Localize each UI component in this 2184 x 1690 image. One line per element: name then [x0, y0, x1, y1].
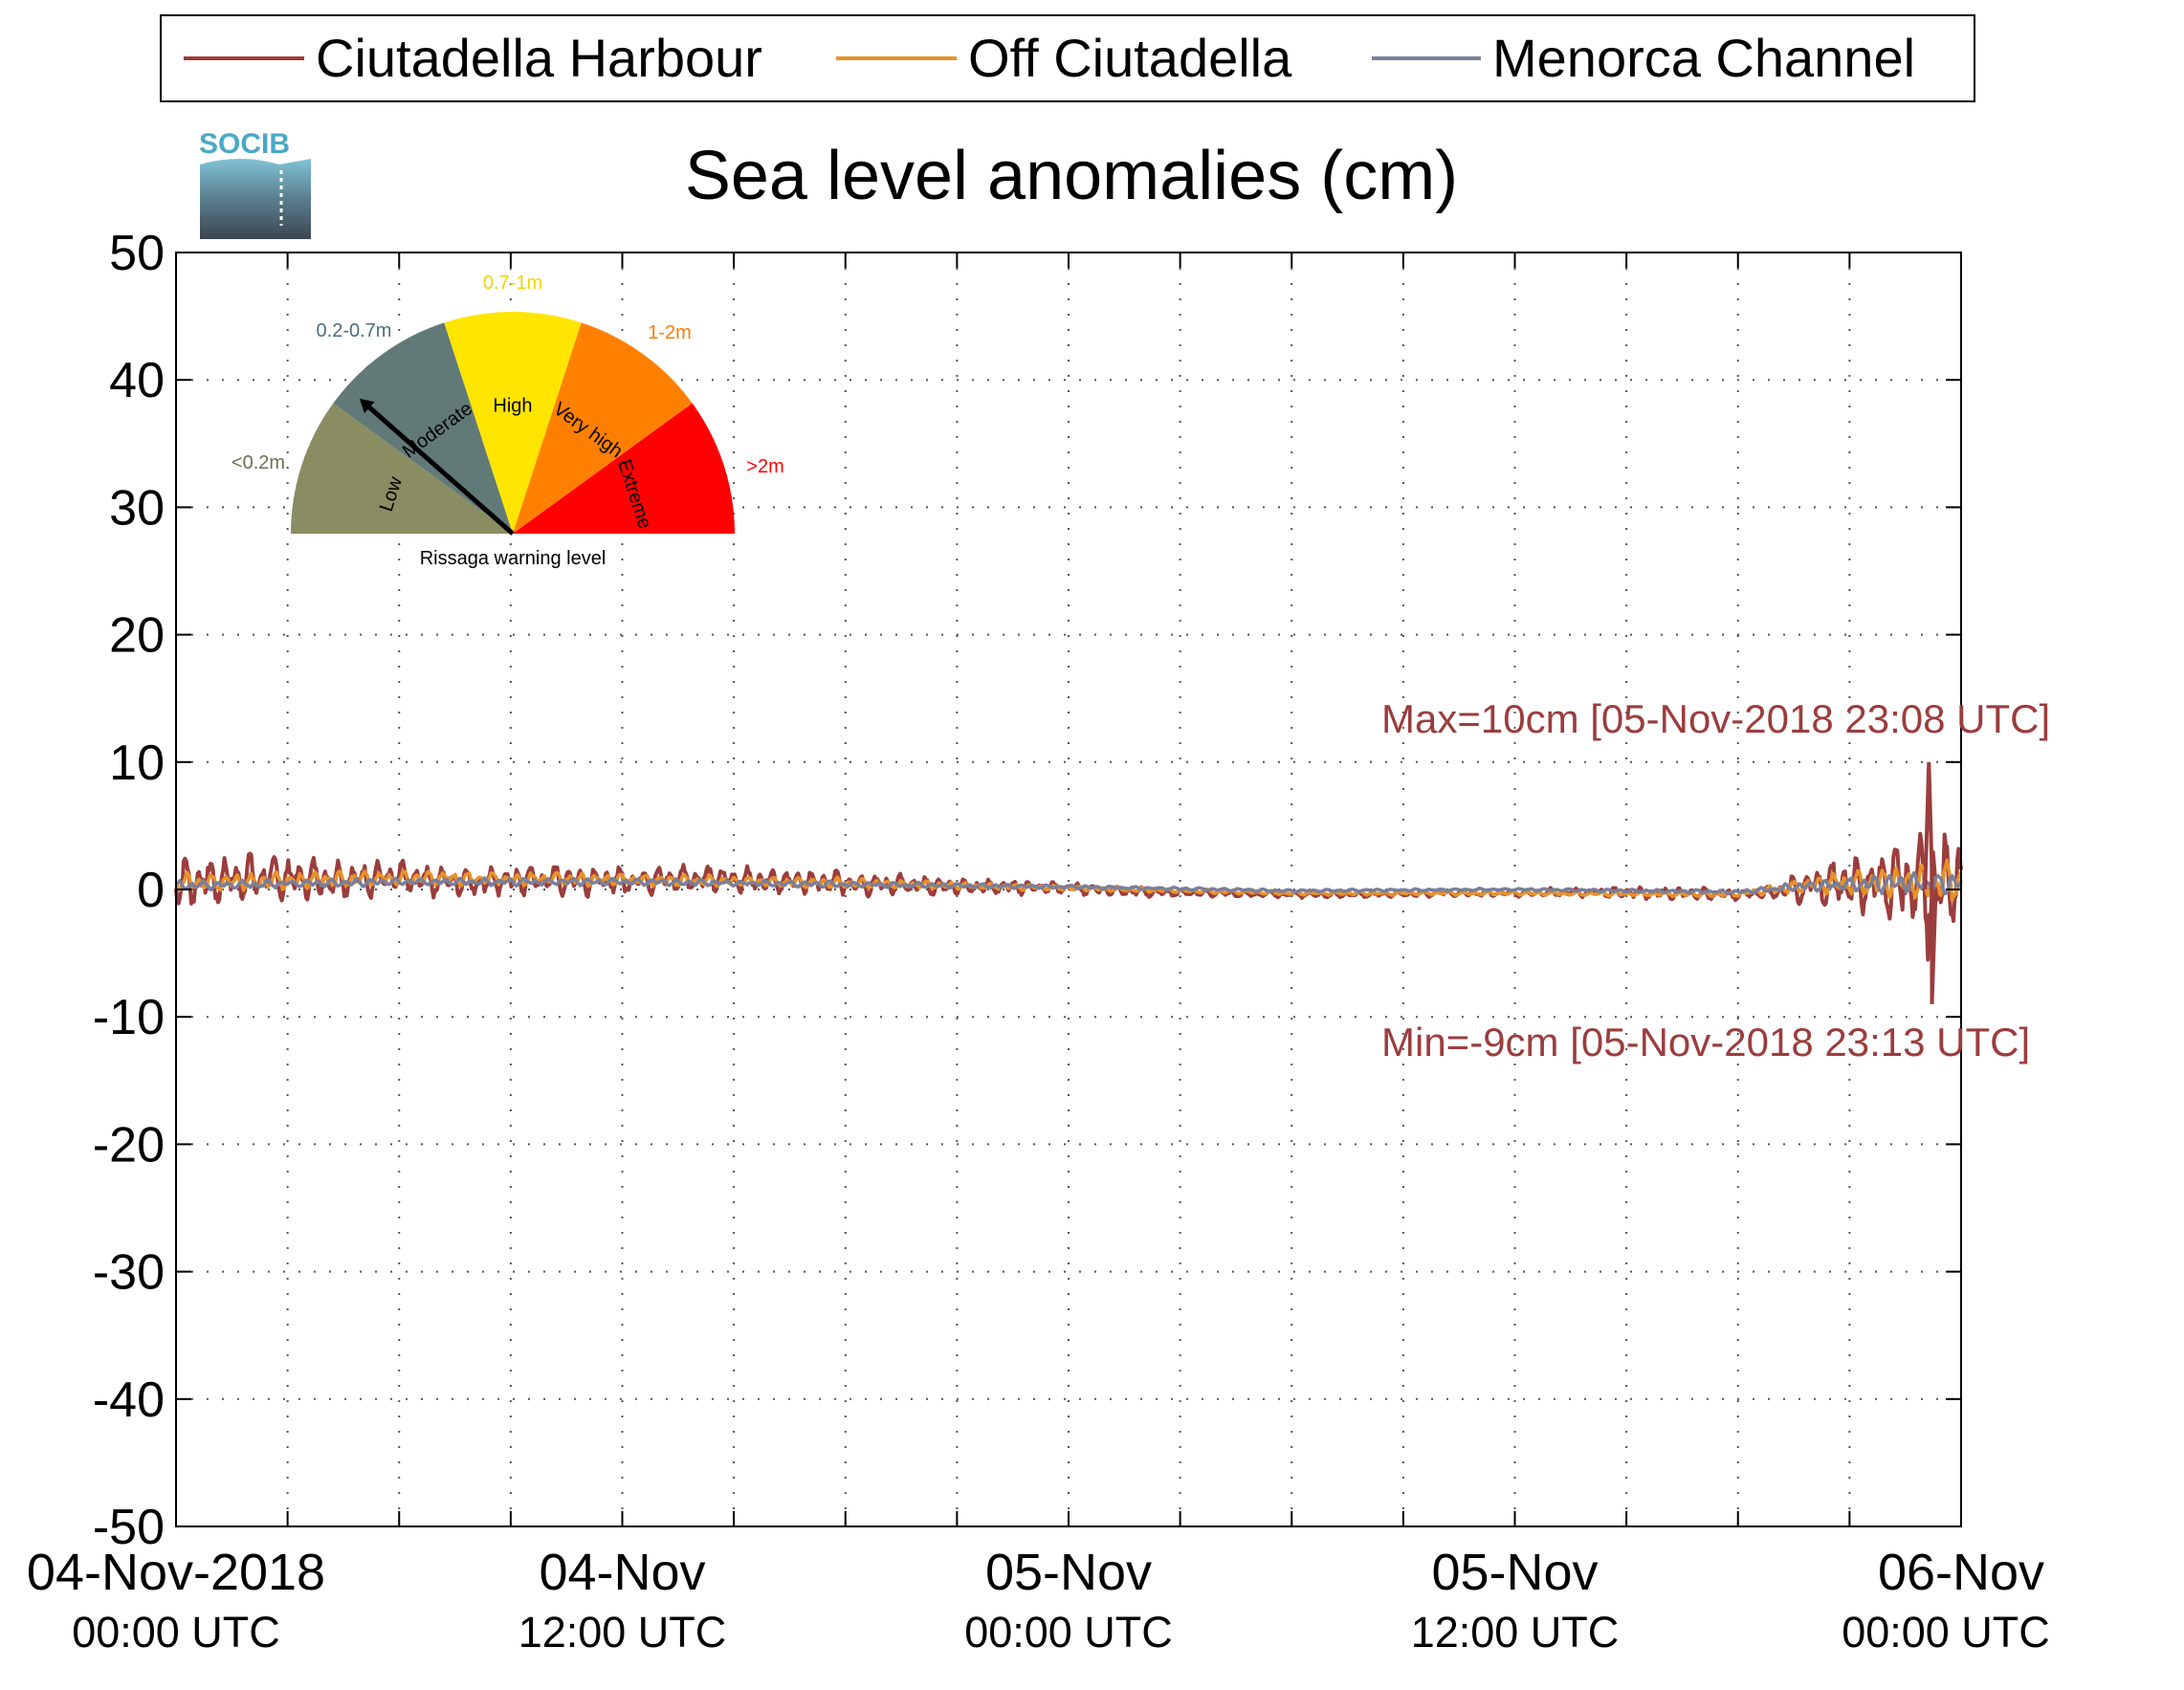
- gauge-segment: [333, 322, 513, 534]
- legend-item-menorca-channel: Menorca Channel: [1372, 28, 1915, 88]
- y-tick-label: 20: [109, 608, 165, 664]
- gauge-segment-label: High: [493, 395, 532, 416]
- x-tick-sublabel: 12:00 UTC: [518, 1608, 727, 1657]
- series-layer: [174, 761, 1963, 1004]
- gauge-segment: [513, 322, 693, 534]
- x-tick-label: 04-Nov-2018: [27, 1544, 325, 1601]
- legend-label-ciutadella-harbour: Ciutadella Harbour: [316, 28, 762, 88]
- gauge-segment: [513, 403, 735, 534]
- y-tick-label: -30: [93, 1245, 165, 1301]
- gauge-range-label: <0.2m: [232, 452, 285, 473]
- x-tick-label: 05-Nov: [985, 1544, 1152, 1601]
- gauge-caption: Rissaga warning level: [420, 548, 607, 569]
- gauge-range-label: 0.7-1m: [483, 273, 542, 294]
- harbour-extremes: [1923, 761, 1938, 1004]
- legend-label-off-ciutadella: Off Ciutadella: [968, 28, 1292, 88]
- x-tick-label: 04-Nov: [539, 1544, 705, 1601]
- y-tick-label: 30: [109, 480, 165, 536]
- legend: Ciutadella Harbour Off Ciutadella Menorc…: [160, 14, 1975, 102]
- plot-area: [174, 252, 1963, 1527]
- legend-box: [160, 14, 1975, 102]
- y-tick-label: 10: [109, 735, 165, 791]
- gauge-range-label: >2m: [746, 456, 783, 477]
- chart-title: Sea level anomalies (cm): [685, 138, 1458, 214]
- max-annotation: Max=10cm [05-Nov-2018 23:08 UTC]: [1381, 696, 2050, 741]
- min-annotation: Min=-9cm [05-Nov-2018 23:13 UTC]: [1381, 1020, 2030, 1064]
- y-tick-label: -10: [93, 990, 165, 1045]
- y-tick-label: 0: [137, 863, 165, 918]
- x-tick-sublabel: 00:00 UTC: [964, 1608, 1173, 1657]
- gauge-segment: [291, 403, 513, 534]
- y-tick-label: -50: [93, 1500, 165, 1555]
- gauge-range-label: 1-2m: [648, 322, 692, 343]
- y-tick-label: -20: [93, 1117, 165, 1173]
- y-tick-label: 40: [109, 353, 165, 408]
- socib-logo: SOCIB: [199, 128, 311, 239]
- gauge-range-label: 0.2-0.7m: [317, 320, 392, 341]
- legend-label-menorca-channel: Menorca Channel: [1492, 28, 1915, 88]
- x-tick-label: 05-Nov: [1431, 1544, 1598, 1601]
- logo-text: SOCIB: [199, 128, 290, 160]
- series-menorca-channel: [175, 870, 1963, 896]
- gauge-pointer-arrowhead: [359, 398, 375, 414]
- y-axis-labels: 50 40 30 20 10 0 -10 -20 -30 -40 -50: [93, 226, 165, 1555]
- gauge-pointer: [367, 406, 515, 536]
- x-tick-label: 06-Nov: [1878, 1544, 2044, 1601]
- x-tick-sublabel: 00:00 UTC: [1842, 1608, 2050, 1657]
- axis-ticks: [175, 252, 1962, 1527]
- x-tick-sublabel: 00:00 UTC: [72, 1608, 280, 1657]
- legend-item-off-ciutadella: Off Ciutadella: [836, 28, 1292, 88]
- legend-item-ciutadella-harbour: Ciutadella Harbour: [184, 28, 762, 88]
- gauge-segment: [444, 312, 582, 534]
- y-tick-label: 50: [109, 226, 165, 281]
- logo-wave-icon: [200, 159, 311, 239]
- x-axis-labels: 04-Nov-2018 00:00 UTC 04-Nov 12:00 UTC 05-No…: [27, 1544, 2050, 1657]
- x-tick-sublabel: 12:00 UTC: [1411, 1608, 1620, 1657]
- y-tick-label: -40: [93, 1372, 165, 1428]
